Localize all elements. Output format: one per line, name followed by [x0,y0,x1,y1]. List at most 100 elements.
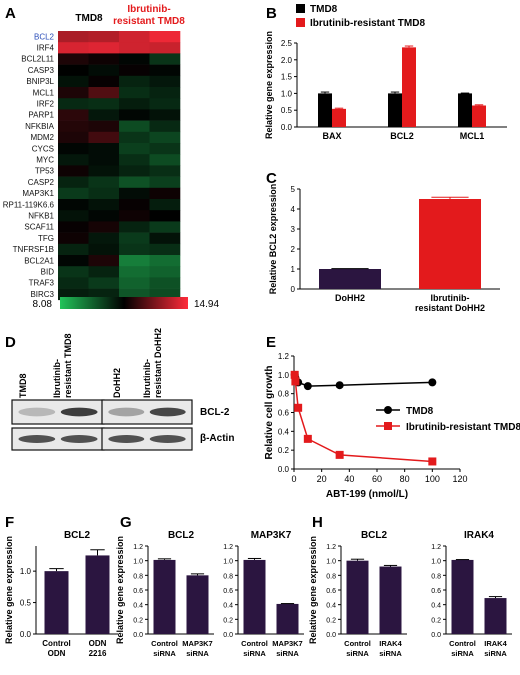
heatmap-cell-scaf11-4 [149,221,181,233]
y-tick-label-h1: 1.2 [326,544,336,551]
heatmap-cell-tfg-3 [119,232,150,245]
gene-label-bid: BID [41,268,55,277]
gene-label-tnfrsf1b: TNFRSF1B [13,245,54,254]
y-tick-label-g1: 0.6 [133,588,143,595]
heatmap-cell-traf3-2 [88,277,120,289]
point-ibrutinib-resistant-tmd8 [290,370,299,379]
blot-lane-dohh2: DoHH2 [112,368,122,398]
gene-label-bnip3l: BNIP3L [26,77,54,86]
heatmap-col-group-1: TMD8 [75,13,103,24]
heatmap-gene-labels: BCL2 IRF4 BCL2L11 CASP3 BNIP3L MCL1 IRF2 PARP1 N… [3,32,55,299]
bar-b [472,105,486,127]
heatmap-cell-traf3-3 [119,277,150,289]
blot-lane-res-tmd8-line-2: resistant TMD8 [63,333,73,398]
y-tick-label-g1: 0.0 [133,632,143,639]
chart-h-irak4: 0.00.20.40.60.81.01.2IRAK4ControlsiRNAIR… [431,530,512,658]
category-label-h2: siRNA [451,649,474,658]
heatmap-cell-tnfrsf1b-1 [58,243,89,256]
category-label-h1: siRNA [346,649,369,658]
heatmap-color-scale [60,297,188,309]
heatmap-cell-parp1-4 [149,109,181,121]
heatmap-cell-myc-4 [149,154,181,166]
category-label-h1: IRAK4 [379,639,402,648]
y-tick-label-h1: 0.4 [326,603,336,610]
heatmap-cell-bid-3 [119,266,150,278]
heatmap-cell-scaf11-1 [58,221,89,233]
blot-lane-res-tmd8-line-1: Ibrutinib- [52,359,62,398]
heatmap-cell-map3k1-4 [149,187,181,200]
y-tick-label-g1: 1.2 [133,544,143,551]
y-axis-label-f: Relative gene expression [4,536,14,644]
y-tick-label-b: 1.0 [281,89,293,98]
gene-label-nfkb1: NFKB1 [28,212,54,221]
panel-label-g: G [120,514,132,531]
y-tick-label-g1: 0.4 [133,603,143,610]
heatmap-cell-tnfrsf1b-2 [88,243,120,256]
panel-label-a: A [5,5,16,22]
heatmap-cell-nfkb1-3 [119,210,150,222]
heatmap-cell-bcl2a1-4 [149,255,181,267]
y-tick-label-e: 1.0 [278,371,290,380]
y-tick-label-h1: 0.2 [326,617,336,624]
category-label-g2: Control [241,639,268,648]
panel-label-f: F [5,514,14,531]
y-tick-label-g1: 0.8 [133,573,143,580]
heatmap-cell-nfkbia-1 [58,120,89,133]
blot-band-bcl2: BCL-2 [200,407,230,418]
heatmap-cell-map3k1-1 [58,187,89,200]
heatmap-cell-bnip3l-2 [88,75,120,88]
category-label-c: Ibrutinib- [431,293,470,303]
heatmap-cell-bcl2l11-1 [58,53,89,65]
gene-label-irf4: IRF4 [37,44,55,53]
y-tick-label-c: 1 [291,265,296,274]
heatmap-cell-irf2-2 [88,98,120,110]
heatmap-cell-parp1-3 [119,109,150,121]
y-axis-label-c: Relative BCL2 expression [268,184,278,295]
heatmap-cell-mcl1-4 [149,87,181,99]
y-tick-label-e: 0.4 [278,427,290,436]
chart-e: 0.0 0.2 0.4 0.6 0.8 1.0 1.2 0 20 40 60 80 100 120 Rela… [264,352,520,500]
chart-h-bcl2: 0.0 0.2 0.4 0.6 0.8 1.0 1.2 Relative gene expre… [308,530,407,658]
point-ibrutinib-resistant-tmd8 [335,450,344,459]
heatmap-cell-irf2-3 [119,98,150,110]
heatmap-cell-parp1-1 [58,109,89,121]
y-axis-label-b: Relative gene expression [264,31,274,139]
heatmap-cell-mdm2-3 [119,131,150,144]
heatmap-cell-bcl2-3 [119,31,150,43]
y-axis-label-e: Relative cell growth [264,366,275,460]
category-label-b: BCL2 [390,131,414,141]
y-tick-label-g2: 0.6 [223,588,233,595]
chart-f: 0.0 0.5 1.0 Relative gene expression BCL2 Con… [4,530,118,658]
heatmap-cells [58,31,181,301]
heatmap-cell-bid-2 [88,266,120,278]
panel-label-d: D [5,334,16,351]
heatmap-cell-birc3-4 [149,288,181,301]
category-label-h2: siRNA [484,649,507,658]
bar-b [332,108,346,127]
chart-title-h2: IRAK4 [464,530,494,541]
category-label-f: 2216 [89,649,107,658]
y-tick-label-g1: 0.2 [133,617,143,624]
gene-label-bcl2: BCL2 [34,32,55,41]
y-tick-label-f: 1.0 [20,567,32,576]
y-tick-label-f: 0.5 [20,599,32,608]
gene-label-mcl1: MCL1 [33,88,55,97]
gene-label-casp3: CASP3 [28,66,55,75]
y-tick-label-h2: 0.8 [431,573,441,580]
y-tick-label-h2: 1.0 [431,559,441,566]
y-tick-label-c: 3 [291,225,296,234]
heatmap-cell-casp3-4 [149,64,181,77]
heatmap-cell-rp11-119k6-6-2 [88,199,120,211]
y-tick-label-g1: 1.0 [133,559,143,566]
heatmap-cell-tnfrsf1b-4 [149,243,181,256]
heatmap-cell-bnip3l-1 [58,75,89,88]
y-tick-label-c: 4 [291,205,296,214]
x-tick-label-e: 0 [291,474,296,484]
heatmap-cell-rp11-119k6-6-3 [119,199,150,211]
chart-c: 0 1 2 3 4 5 Relative BCL2 expression DoHH2 Ibrut… [268,184,500,313]
bar-b [318,93,332,127]
gene-label-cycs: CYCS [32,144,54,153]
bar-c [319,269,381,289]
heatmap-cell-casp2-1 [58,176,89,189]
